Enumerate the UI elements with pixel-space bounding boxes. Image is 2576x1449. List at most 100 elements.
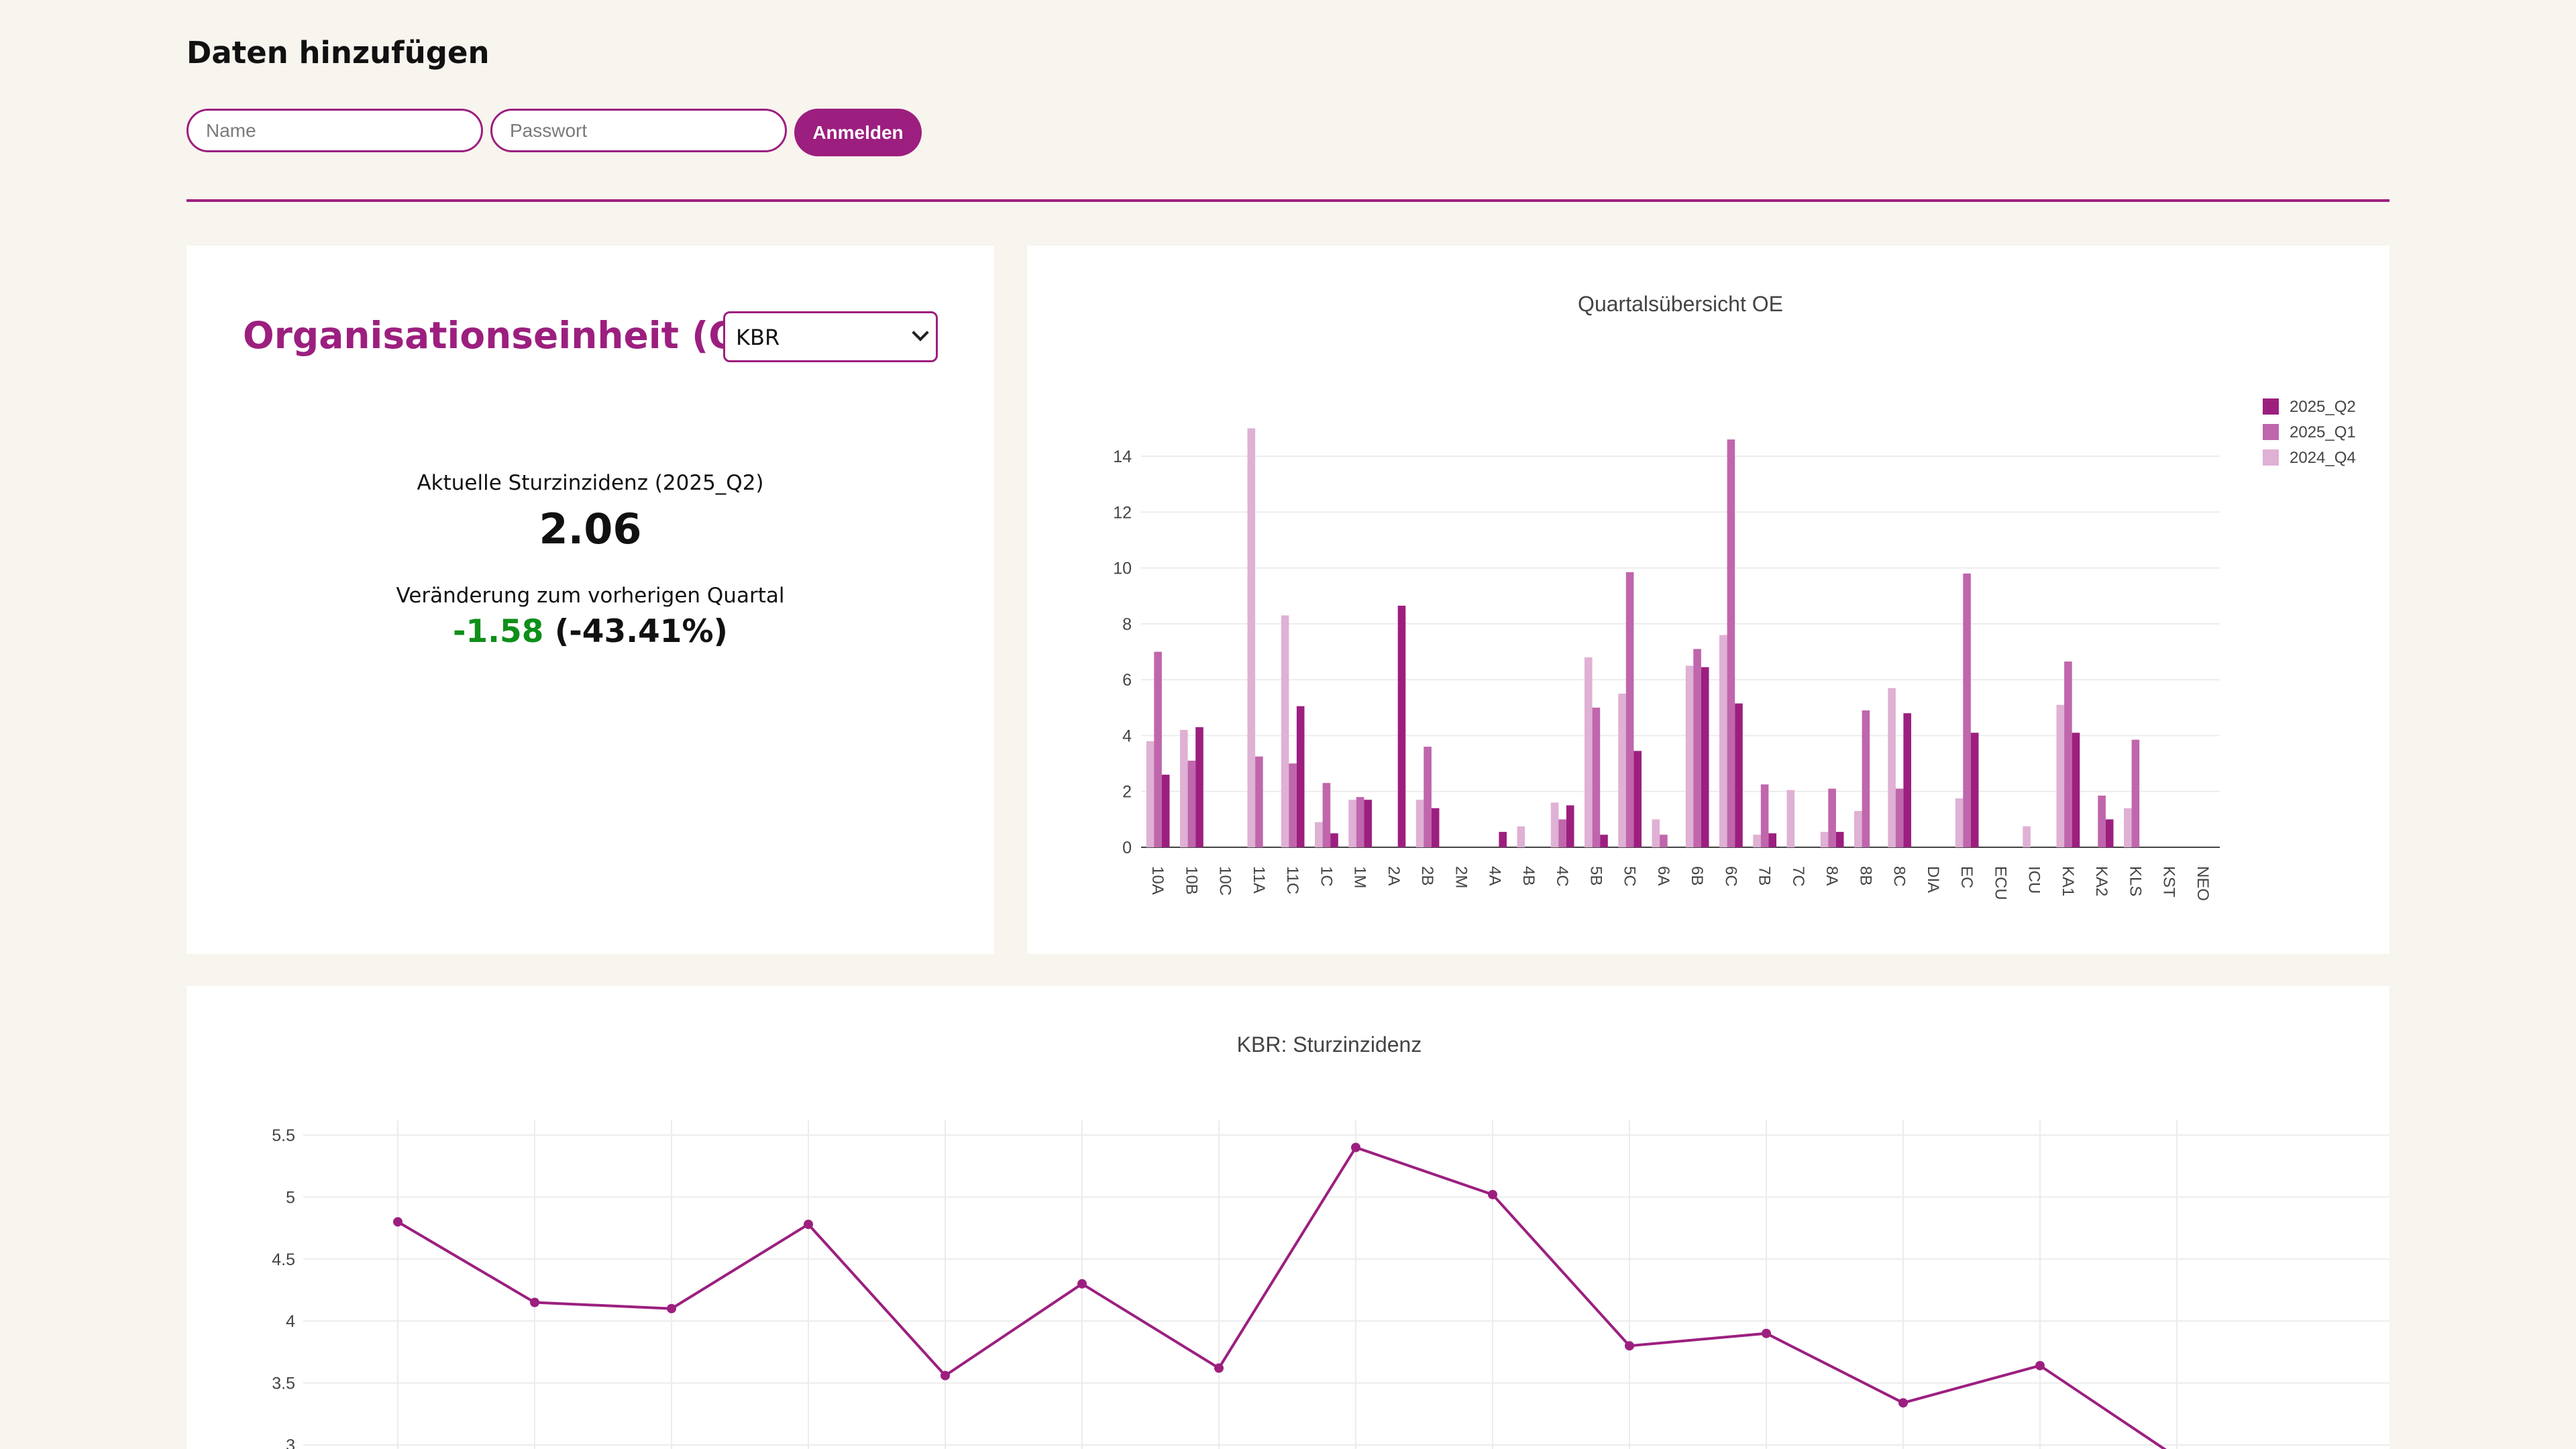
bar-2024_Q4-KA1 <box>2056 704 2065 847</box>
bar-2024_Q4-4C <box>1550 802 1559 847</box>
legend-swatch-2024_Q4 <box>2263 449 2279 466</box>
incidence-point <box>941 1371 950 1381</box>
bar-x-tick-label: 10B <box>1182 866 1200 895</box>
oe-label: Organisationseinheit (OE): <box>243 314 797 357</box>
bar-2024_Q4-7C <box>1786 790 1795 847</box>
bar-y-tick-label: 14 <box>1113 447 1132 466</box>
incidence-point <box>667 1303 676 1313</box>
incidence-line <box>396 1146 2167 1449</box>
bar-2024_Q4-6A <box>1652 819 1660 847</box>
bar-2025_Q1-1M <box>1356 797 1364 847</box>
bar-2025_Q2-11C <box>1296 706 1305 847</box>
bar-2025_Q2-1M <box>1364 800 1372 847</box>
bar-x-tick-label: 4B <box>1519 866 1538 885</box>
current-incidence-block: Aktuelle Sturzinzidenz (2025_Q2) 2.06 <box>186 471 994 553</box>
change-value: -1.58 (-43.41%) <box>186 613 994 650</box>
bar-x-tick-label: DIA <box>1924 866 1942 893</box>
bar-2025_Q1-6B <box>1693 649 1701 847</box>
chevron-down-icon <box>912 324 929 341</box>
bar-2024_Q4-1M <box>1348 800 1356 847</box>
bar-x-tick-label: 4A <box>1486 866 1504 885</box>
bar-x-tick-label: 7B <box>1756 866 1774 885</box>
bar-2025_Q2-7B <box>1768 833 1776 847</box>
page-title: Daten hinzufügen <box>186 35 490 70</box>
incidence-point <box>1762 1328 1771 1338</box>
bar-2025_Q1-2B <box>1424 747 1432 847</box>
bar-2025_Q1-8B <box>1862 710 1870 847</box>
bar-x-tick-label: ECU <box>1991 866 2009 900</box>
bar-y-tick-label: 0 <box>1122 839 1132 857</box>
bar-x-tick-label: 8A <box>1823 866 1841 885</box>
oe-select[interactable]: KBR <box>723 311 938 362</box>
bar-x-tick-label: 8B <box>1856 866 1874 885</box>
bar-2025_Q1-EC <box>1963 574 1971 847</box>
bar-2024_Q4-11A <box>1247 428 1256 847</box>
bar-x-tick-label: 6B <box>1688 866 1706 885</box>
bar-x-tick-label: 11A <box>1250 866 1268 894</box>
bar-2025_Q2-8C <box>1903 713 1911 847</box>
bar-2025_Q2-5B <box>1600 835 1608 847</box>
line-chart-title: KBR: Sturzinzidenz <box>1237 1032 1422 1057</box>
bar-2025_Q1-1C <box>1322 783 1331 847</box>
bar-x-tick-label: 4C <box>1553 866 1571 887</box>
line-y-tick-label: 4.5 <box>272 1250 295 1269</box>
bar-x-tick-label: 5C <box>1621 866 1639 887</box>
bar-2025_Q2-6B <box>1701 667 1709 847</box>
bar-2024_Q4-5B <box>1585 657 1593 847</box>
line-y-tick-label: 3.5 <box>272 1375 295 1393</box>
bar-2025_Q2-8A <box>1835 832 1844 847</box>
bar-x-tick-label: 1M <box>1351 866 1369 888</box>
bar-2024_Q4-4B <box>1517 826 1525 847</box>
incidence-point <box>1351 1142 1360 1152</box>
bar-2025_Q1-10B <box>1187 760 1196 847</box>
legend-swatch-2025_Q1 <box>2263 424 2279 440</box>
bar-2025_Q2-KA2 <box>2105 819 2114 847</box>
bar-2025_Q1-8A <box>1828 788 1836 847</box>
bar-2025_Q2-KA1 <box>2072 733 2080 847</box>
incidence-line-chart: KBR: Sturzinzidenz 3 3.5 4 4.5 5 5.5 <box>272 1032 2390 1449</box>
name-input[interactable] <box>186 109 483 152</box>
bar-x-tick-label: KLS <box>2126 866 2144 896</box>
bar-x-tick-label: 5B <box>1587 866 1605 885</box>
bar-x-tick-label: 1C <box>1317 866 1335 887</box>
bar-2024_Q4-8B <box>1854 810 1862 847</box>
bar-x-tick-label: 11C <box>1283 866 1301 894</box>
bar-2025_Q1-4C <box>1558 819 1566 847</box>
bar-y-tick-label: 12 <box>1113 503 1132 522</box>
bar-2024_Q4-5C <box>1618 694 1626 847</box>
bar-x-tick-label: 8C <box>1890 866 1909 887</box>
bar-x-tick-label: 2M <box>1452 866 1470 888</box>
change-percent: (-43.41%) <box>554 613 729 650</box>
legend-label-2024_Q4: 2024_Q4 <box>2290 449 2356 467</box>
quarter-bar-chart: Quartalsübersicht OE 0 2 4 6 8 10 12 14 10A 10B 10C… <box>1113 292 2356 901</box>
bar-2025_Q1-11C <box>1289 763 1297 847</box>
bar-x-tick-label: KST <box>2160 866 2178 898</box>
bar-x-tick-label: 10C <box>1216 866 1234 896</box>
legend-label-2025_Q1: 2025_Q1 <box>2290 423 2356 441</box>
header-divider <box>186 199 2390 202</box>
bar-2024_Q4-ICU <box>2023 826 2031 847</box>
bar-2025_Q1-7B <box>1760 784 1769 847</box>
login-button[interactable]: Anmelden <box>794 109 922 156</box>
bar-2025_Q2-10A <box>1161 774 1170 847</box>
password-input[interactable] <box>490 109 787 152</box>
bar-2025_Q1-10A <box>1154 651 1162 847</box>
bar-2024_Q4-KLS <box>2124 808 2132 847</box>
bar-x-tick-label: KA1 <box>2059 866 2077 896</box>
bar-2024_Q4-11C <box>1281 615 1289 847</box>
bar-2025_Q1-5B <box>1592 707 1601 847</box>
bar-2025_Q1-KA1 <box>2064 661 2072 847</box>
legend-label-2025_Q2: 2025_Q2 <box>2290 398 2356 416</box>
line-y-tick-label: 5 <box>286 1188 295 1207</box>
kpi-card: Organisationseinheit (OE): KBR Aktuelle … <box>186 246 994 954</box>
line-y-tick-label: 5.5 <box>272 1126 295 1145</box>
bar-2025_Q2-10B <box>1195 727 1203 847</box>
incidence-point <box>1077 1279 1087 1289</box>
current-incidence-label: Aktuelle Sturzinzidenz (2025_Q2) <box>417 471 764 495</box>
change-label: Veränderung zum vorherigen Quartal <box>396 584 785 608</box>
bar-x-tick-label: 6C <box>1721 866 1739 887</box>
incidence-point <box>393 1217 402 1227</box>
bar-y-tick-label: 8 <box>1122 615 1132 634</box>
bar-2025_Q1-6A <box>1660 835 1668 847</box>
bar-2025_Q2-6C <box>1735 703 1743 847</box>
